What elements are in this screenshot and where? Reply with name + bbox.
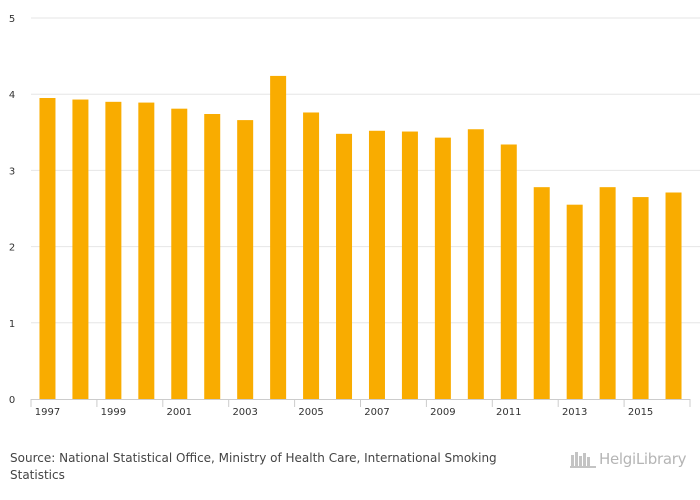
bar-1998 (72, 99, 89, 399)
bar-chart: 0 1 2 3 4 5 1997 1999 2001 2003 2005 2007 2009 2011 2… (9, 14, 700, 418)
x-tick-label: 2005 (298, 407, 323, 418)
x-axis-labels: 1997 1999 2001 2003 2005 2007 2009 2011 2013 2015 (35, 407, 654, 418)
bar-2003 (237, 120, 254, 399)
x-tick-label: 2007 (364, 407, 389, 418)
x-tick-label: 2009 (430, 407, 455, 418)
x-tick-label: 2011 (496, 407, 521, 418)
bar-2008 (401, 131, 418, 399)
y-axis-labels: 0 1 2 3 4 5 (9, 14, 15, 406)
bar-2011 (500, 144, 517, 399)
bar-1997 (39, 98, 56, 399)
bar-2005 (303, 112, 320, 399)
helgilibrary-logo[interactable]: HelgiLibrary (570, 449, 687, 469)
source-note: Source: National Statistical Office, Min… (10, 450, 550, 484)
bar-2009 (434, 137, 451, 399)
bar-2014 (599, 187, 616, 399)
x-tick-label: 2001 (167, 407, 192, 418)
bar-1999 (105, 101, 122, 399)
y-tick-label: 5 (9, 14, 15, 25)
bar-2001 (171, 108, 188, 399)
source-text: National Statistical Office, Ministry of… (10, 451, 497, 482)
y-tick-label: 1 (9, 319, 15, 330)
bar-2002 (204, 114, 221, 400)
bar-2006 (336, 133, 353, 399)
y-tick-label: 4 (9, 90, 15, 101)
x-tick-label: 1997 (35, 407, 60, 418)
source-label: Source: (10, 451, 56, 465)
x-tick-label: 2003 (232, 407, 257, 418)
x-tick-label: 2015 (628, 407, 653, 418)
logo-text: HelgiLibrary (599, 450, 687, 468)
y-tick-label: 3 (9, 166, 15, 177)
bar-2016 (665, 192, 682, 399)
bar-2015 (632, 197, 649, 399)
x-tick-label: 2013 (562, 407, 587, 418)
y-tick-label: 2 (9, 243, 15, 254)
library-icon (570, 452, 596, 468)
y-tick-label: 0 (9, 395, 15, 406)
bars (39, 75, 682, 400)
bar-2000 (138, 102, 155, 399)
bar-2004 (270, 75, 287, 400)
bar-2010 (467, 129, 484, 399)
x-axis (30, 399, 691, 407)
x-tick-label: 1999 (101, 407, 126, 418)
bar-2012 (533, 187, 550, 399)
bar-2007 (368, 130, 385, 399)
bar-2013 (566, 204, 583, 399)
